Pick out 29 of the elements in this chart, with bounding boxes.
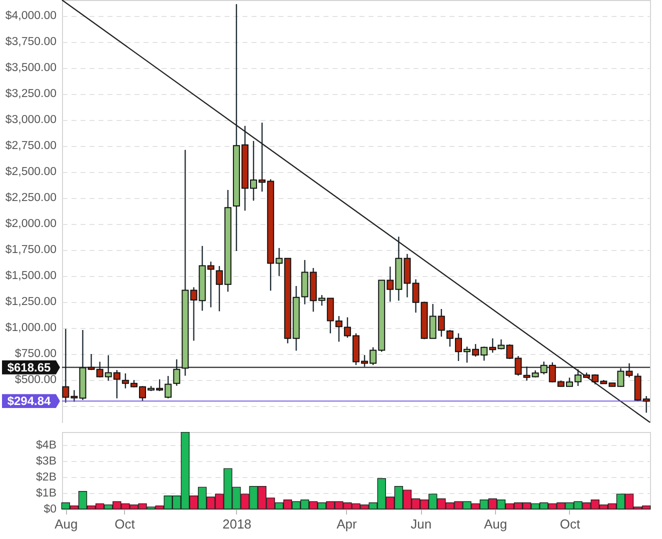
x-tick-label: Aug <box>484 516 508 532</box>
y-tick-label: $750.00 <box>14 348 56 360</box>
x-tick-label: Jun <box>410 516 432 532</box>
x-tick-label: Oct <box>560 516 580 532</box>
y-tick-label: $1,000.00 <box>5 322 56 334</box>
y-tick-label: $3B <box>36 455 57 468</box>
y-tick-label: $500.00 <box>14 374 56 386</box>
y-tick-label: $4,000.00 <box>5 10 56 22</box>
y-tick-label: $1B <box>36 487 57 500</box>
ref-line-label: $618.65 <box>7 360 52 374</box>
y-tick-label: $3,250.00 <box>5 88 56 100</box>
x-tick-label: Oct <box>114 516 136 532</box>
y-tick-label: $2,750.00 <box>5 140 56 152</box>
x-tick-label: 2018 <box>222 516 252 532</box>
y-tick-label: $2,250.00 <box>5 192 56 204</box>
y-tick-label: $3,500.00 <box>5 62 56 74</box>
y-tick-label: $1,500.00 <box>5 270 56 282</box>
x-tick-label: Apr <box>336 516 358 532</box>
y-tick-label: $2B <box>36 471 57 484</box>
y-tick-label: $0 <box>44 504 56 516</box>
y-tick-label: $2,500.00 <box>5 166 56 178</box>
y-tick-label: $3,750.00 <box>5 36 56 48</box>
y-tick-label: $1,750.00 <box>5 244 56 256</box>
y-tick-label: $3,000.00 <box>5 114 56 126</box>
x-tick-label: Aug <box>54 516 78 532</box>
y-tick-label: $4B <box>36 439 57 452</box>
y-tick-label: $2,000.00 <box>5 218 56 230</box>
y-tick-label: $1,250.00 <box>5 296 56 308</box>
ref-line-label: $294.84 <box>7 394 52 408</box>
